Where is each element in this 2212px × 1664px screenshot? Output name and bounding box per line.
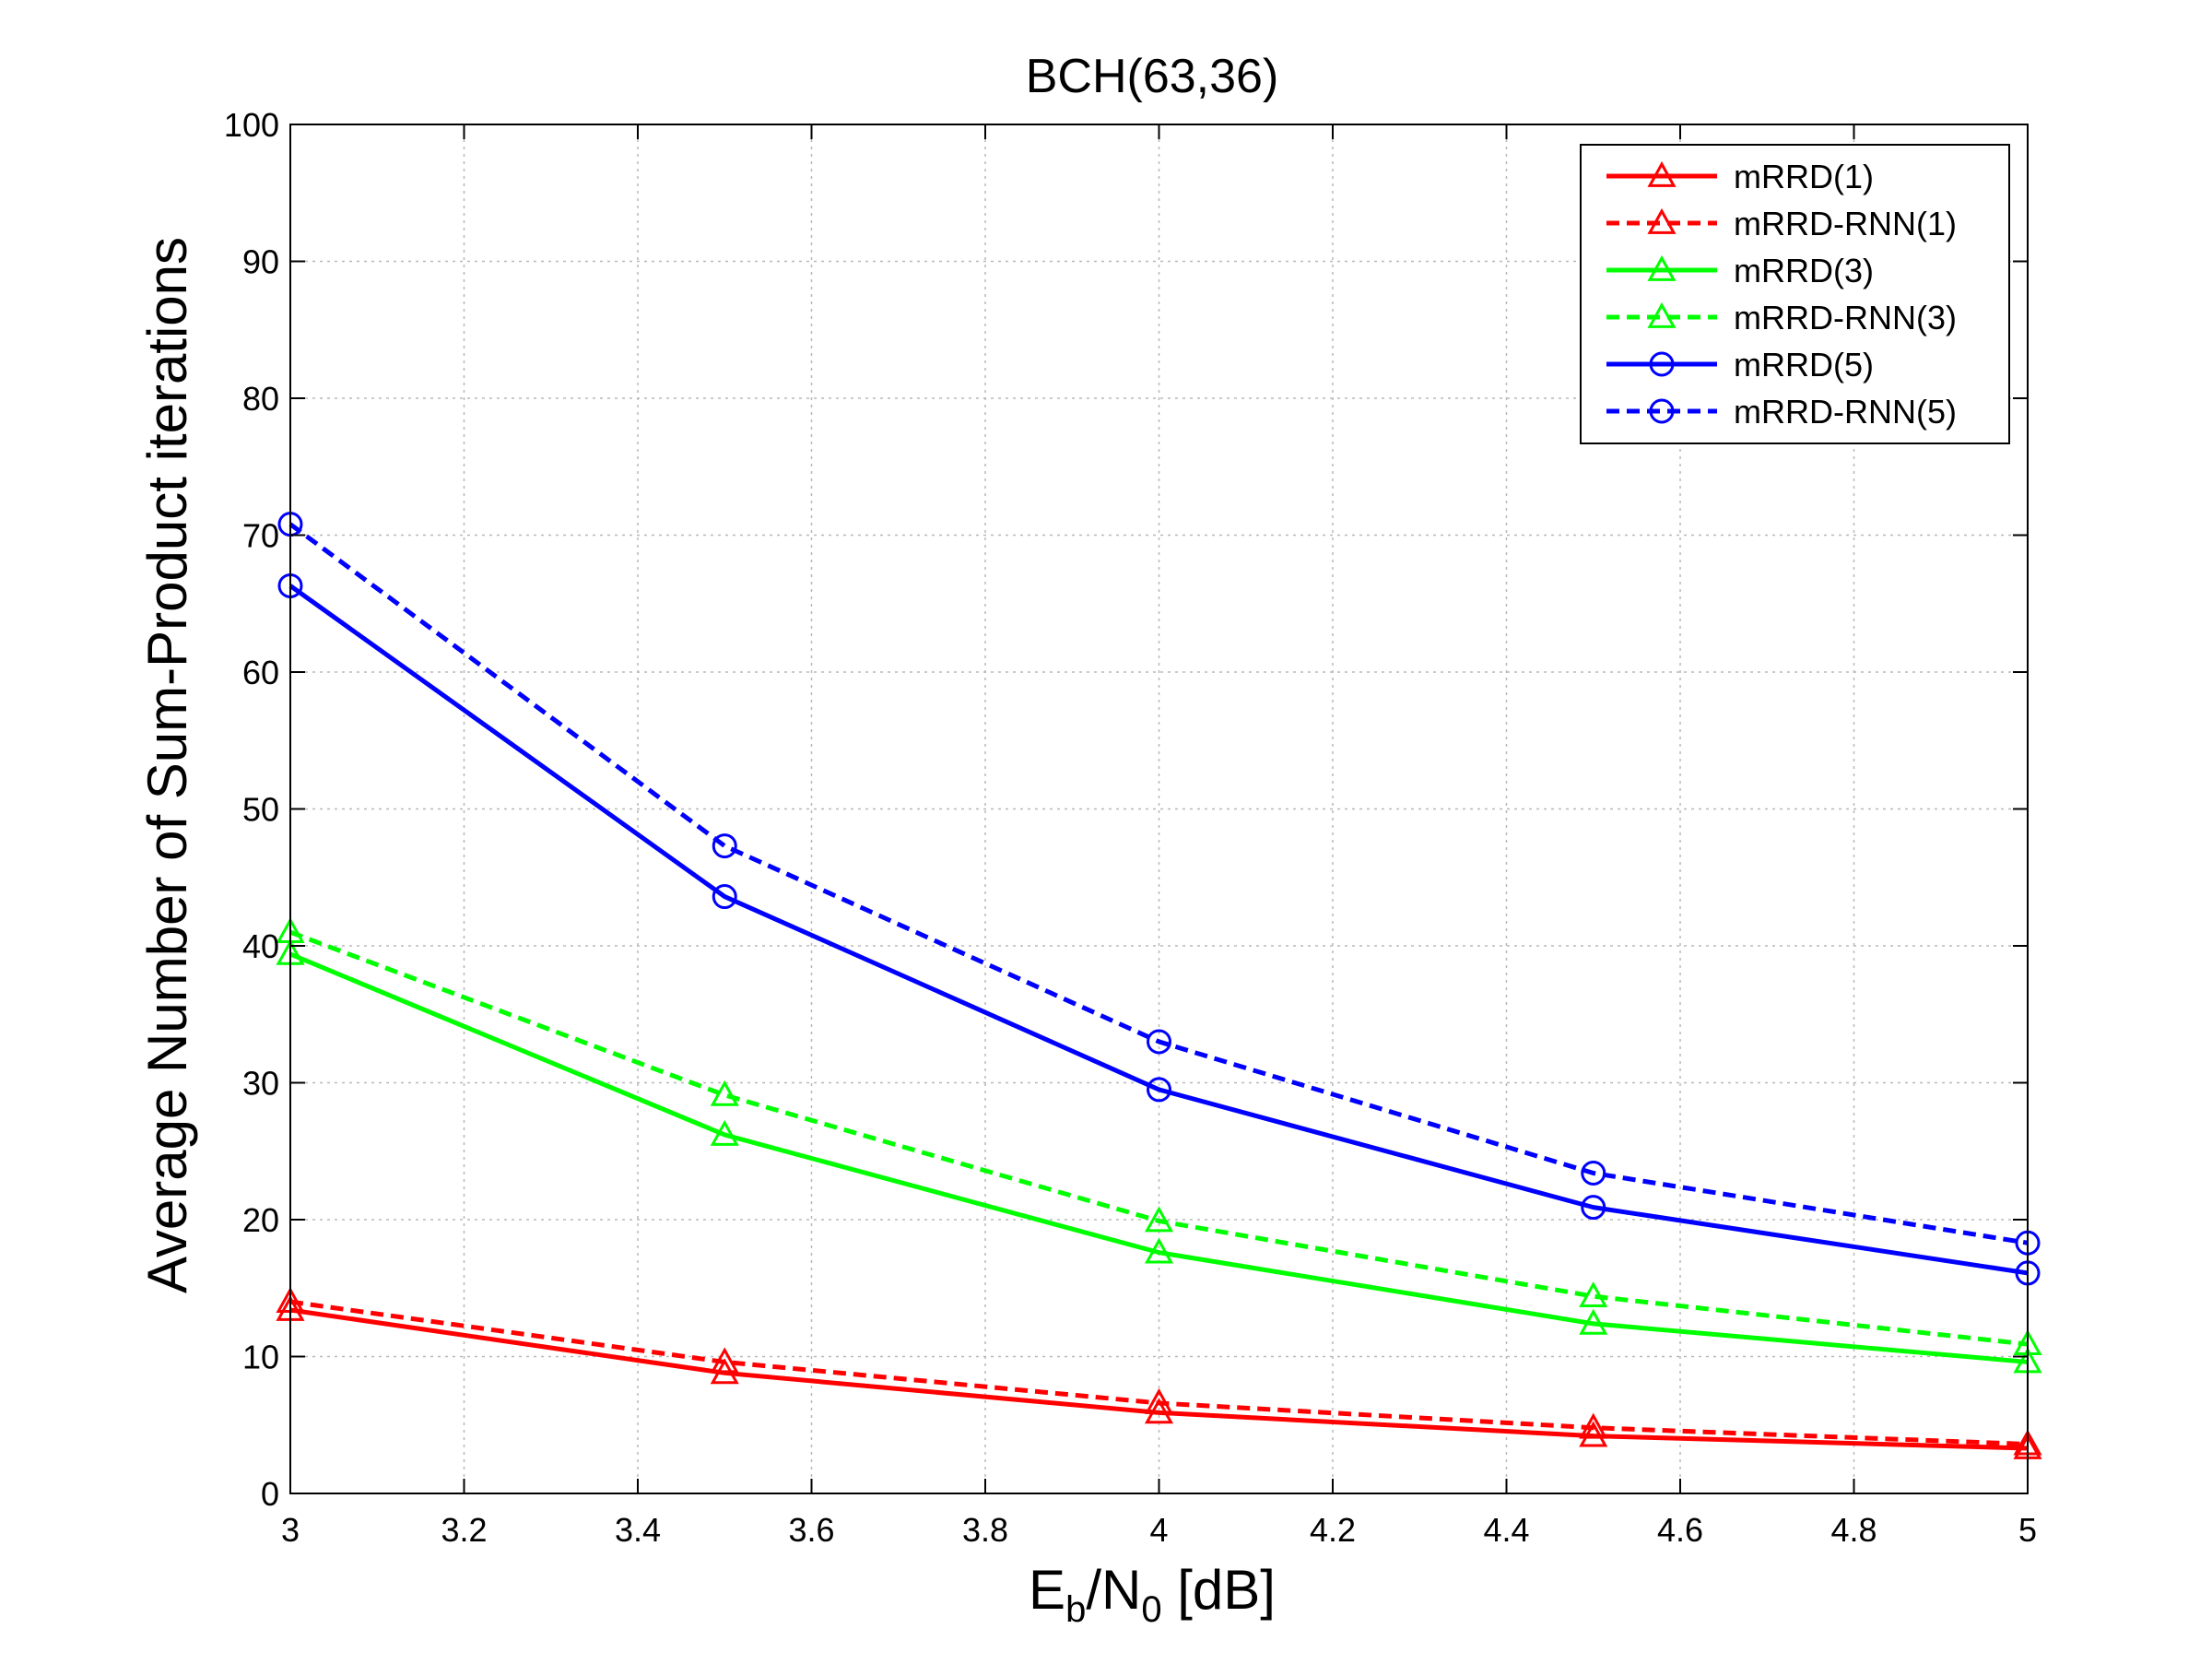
x-tick-label: 4.4 [1483,1511,1529,1549]
data-point [710,1347,739,1374]
x-axis-label-main: E [1029,1559,1065,1621]
x-tick-label: 5 [2018,1511,2037,1549]
y-tick-label: 20 [242,1201,279,1239]
legend-marker [1649,351,1675,377]
x-tick-label: 3.2 [441,1511,487,1549]
data-point [1579,1412,1608,1439]
x-tick-label: 4.8 [1830,1511,1877,1549]
x-tick-label: 3.6 [788,1511,834,1549]
x-tick-label: 4.2 [1310,1511,1356,1549]
legend-marker [1647,301,1677,328]
x-axis-label-tail: [dB] [1162,1559,1276,1621]
x-tick-label: 3 [281,1511,300,1549]
y-tick-label: 70 [242,517,279,555]
y-tick-label: 50 [242,791,279,829]
data-point [712,884,737,910]
y-tick-label: 90 [242,243,279,281]
legend-item: mRRD(3) [1606,252,1874,289]
data-point [1579,1308,1608,1335]
legend-box [1580,144,2010,444]
data-point [1144,1206,1174,1233]
series-line [289,1299,2029,1447]
legend-item: mRRD(5) [1606,346,1874,384]
data-point [710,1119,739,1146]
data-point [1144,1387,1174,1414]
data-point [712,833,737,859]
tick-labels: 3 3.2 3.4 3.6 3.8 4 4.2 4.4 4.6 4.8 50102030405060… [224,106,2037,1549]
series-line [288,522,2029,1245]
legend-item: mRRD-RNN(5) [1606,393,1957,431]
legend-item: mRRD-RNN(3) [1606,299,1957,336]
data-point [1581,1161,1606,1186]
y-tick-label: 40 [242,927,279,965]
x-axis-label: Eb/N0 [dB] [1029,1559,1276,1630]
legend-label: mRRD-RNN(3) [1734,299,1957,336]
legend-item: mRRD-RNN(1) [1606,205,1957,242]
series-mRRD-RNN(3) [276,917,2042,1356]
y-tick-label: 10 [242,1339,279,1376]
series-line [289,951,2029,1364]
data-point [1144,1237,1174,1264]
legend-label: mRRD-RNN(1) [1734,205,1957,242]
y-tick-label: 30 [242,1065,279,1103]
legend-label: mRRD(5) [1734,346,1874,384]
series-line [288,584,2029,1276]
legend-label: mRRD-RNN(5) [1734,393,1957,431]
y-axis-label: Average Number of Sum-Product iterations [136,237,198,1293]
legend-label: mRRD(3) [1734,252,1874,289]
chart-title: BCH(63,36) [1026,50,1279,103]
x-tick-label: 4.6 [1657,1511,1703,1549]
data-point [1147,1029,1171,1055]
x-tick-label: 3.8 [962,1511,1008,1549]
series-line [289,929,2029,1347]
y-tick-label: 80 [242,380,279,418]
data-point [1579,1281,1608,1308]
x-axis-label-sub2: 0 [1141,1589,1161,1630]
legend-marker [1647,254,1677,281]
legend-marker [1647,207,1677,234]
y-tick-label: 100 [224,106,279,144]
legend-marker [1649,398,1675,424]
legend: mRRD(1) mRRD-RNN(1) mRRD(3) mRRD-RNN(3) mRRD… [1580,144,2010,444]
data-point [710,1080,739,1106]
series-group [276,512,2042,1459]
x-tick-label: 3.4 [615,1511,661,1549]
legend-item: mRRD(1) [1606,158,1874,195]
legend-marker [1647,160,1677,187]
data-point [1579,1421,1608,1447]
x-tick-label: 4 [1149,1511,1168,1549]
data-point [1147,1077,1171,1103]
axes [289,124,2029,1494]
series-mRRD(3) [276,938,2042,1374]
x-axis-label-mid: /N [1086,1559,1141,1621]
y-tick-label: 0 [261,1475,279,1513]
data-point [1581,1195,1606,1221]
y-tick-label: 60 [242,654,279,691]
legend-label: mRRD(1) [1734,158,1874,195]
x-axis-label-sub1: b [1065,1589,1086,1630]
